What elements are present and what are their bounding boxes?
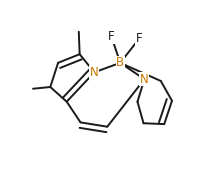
Text: N: N — [140, 73, 149, 86]
Text: B: B — [116, 56, 124, 69]
Text: F: F — [108, 30, 115, 44]
Text: N: N — [90, 66, 99, 79]
Text: F: F — [136, 32, 142, 45]
